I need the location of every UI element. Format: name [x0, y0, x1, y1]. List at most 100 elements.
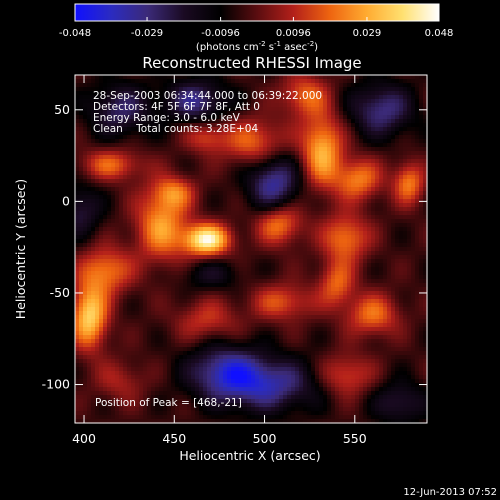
- heatmap-cell: [259, 267, 264, 272]
- heatmap-cell: [255, 243, 260, 248]
- heatmap-cell: [411, 107, 416, 112]
- heatmap-cell: [287, 139, 292, 144]
- heatmap-cell: [255, 175, 260, 180]
- heatmap-cell: [291, 123, 296, 128]
- heatmap-cell: [379, 139, 384, 144]
- heatmap-cell: [91, 179, 96, 184]
- heatmap-cell: [231, 219, 236, 224]
- heatmap-cell: [159, 175, 164, 180]
- heatmap-cell: [359, 219, 364, 224]
- heatmap-cell: [187, 143, 192, 148]
- heatmap-cell: [203, 183, 208, 188]
- heatmap-cell: [391, 263, 396, 268]
- heatmap-cell: [79, 235, 84, 240]
- heatmap-cell: [323, 139, 328, 144]
- heatmap-cell: [179, 111, 184, 116]
- heatmap-cell: [99, 195, 104, 200]
- heatmap-cell: [199, 271, 204, 276]
- heatmap-cell: [223, 87, 228, 92]
- heatmap-cell: [191, 119, 196, 124]
- heatmap-cell: [243, 155, 248, 160]
- heatmap-cell: [139, 299, 144, 304]
- heatmap-cell: [187, 147, 192, 152]
- heatmap-cell: [135, 271, 140, 276]
- heatmap-cell: [143, 107, 148, 112]
- heatmap-cell: [223, 299, 228, 304]
- heatmap-cell: [323, 95, 328, 100]
- heatmap-cell: [347, 199, 352, 204]
- heatmap-cell: [403, 223, 408, 228]
- heatmap-cell: [107, 131, 112, 136]
- heatmap-cell: [395, 267, 400, 272]
- heatmap-cell: [167, 239, 172, 244]
- heatmap-cell: [115, 239, 120, 244]
- heatmap-cell: [351, 183, 356, 188]
- heatmap-cell: [131, 203, 136, 208]
- heatmap-cell: [335, 247, 340, 252]
- heatmap-cell: [215, 267, 220, 272]
- heatmap-cell: [363, 123, 368, 128]
- heatmap-cell: [395, 179, 400, 184]
- heatmap-cell: [295, 95, 300, 100]
- heatmap-cell: [207, 103, 212, 108]
- heatmap-cell: [327, 219, 332, 224]
- heatmap-cell: [83, 275, 88, 280]
- heatmap-cell: [139, 111, 144, 116]
- heatmap-cell: [375, 175, 380, 180]
- heatmap-cell: [423, 247, 428, 252]
- heatmap-cell: [123, 231, 128, 236]
- heatmap-cell: [107, 147, 112, 152]
- heatmap-cell: [351, 247, 356, 252]
- heatmap-cell: [163, 231, 168, 236]
- heatmap-cell: [175, 191, 180, 196]
- heatmap-cell: [163, 147, 168, 152]
- heatmap-cell: [135, 239, 140, 244]
- heatmap-cell: [303, 223, 308, 228]
- heatmap-cell: [339, 79, 344, 84]
- heatmap-cell: [391, 231, 396, 236]
- heatmap-cell: [271, 107, 276, 112]
- heatmap-cell: [307, 115, 312, 120]
- heatmap-cell: [91, 111, 96, 116]
- heatmap-cell: [75, 75, 80, 80]
- heatmap-cell: [279, 131, 284, 136]
- heatmap-cell: [423, 151, 428, 156]
- heatmap-cell: [103, 111, 108, 116]
- heatmap-cell: [271, 159, 276, 164]
- heatmap-cell: [279, 231, 284, 236]
- heatmap-cell: [239, 91, 244, 96]
- heatmap-cell: [243, 251, 248, 256]
- heatmap-cell: [107, 219, 112, 224]
- heatmap-cell: [159, 287, 164, 292]
- heatmap-cell: [255, 99, 260, 104]
- heatmap-cell: [251, 103, 256, 108]
- heatmap-cell: [407, 139, 412, 144]
- heatmap-cell: [295, 207, 300, 212]
- heatmap-cell: [159, 207, 164, 212]
- heatmap-cell: [303, 263, 308, 268]
- heatmap-cell: [99, 219, 104, 224]
- heatmap-cell: [347, 187, 352, 192]
- heatmap-cell: [163, 175, 168, 180]
- heatmap-cell: [135, 215, 140, 220]
- heatmap-cell: [95, 259, 100, 264]
- heatmap-cell: [183, 99, 188, 104]
- heatmap-cell: [203, 271, 208, 276]
- heatmap-cell: [411, 283, 416, 288]
- heatmap-cell: [199, 147, 204, 152]
- heatmap-cell: [399, 155, 404, 160]
- heatmap-cell: [83, 167, 88, 172]
- heatmap-cell: [327, 195, 332, 200]
- heatmap-cell: [151, 123, 156, 128]
- heatmap-cell: [199, 107, 204, 112]
- heatmap-cell: [99, 163, 104, 168]
- heatmap-cell: [199, 267, 204, 272]
- heatmap-cell: [175, 123, 180, 128]
- heatmap-cell: [323, 147, 328, 152]
- heatmap-cell: [207, 227, 212, 232]
- heatmap-cell: [227, 143, 232, 148]
- heatmap-cell: [407, 103, 412, 108]
- heatmap-cell: [263, 183, 268, 188]
- heatmap-cell: [415, 239, 420, 244]
- heatmap-cell: [219, 255, 224, 260]
